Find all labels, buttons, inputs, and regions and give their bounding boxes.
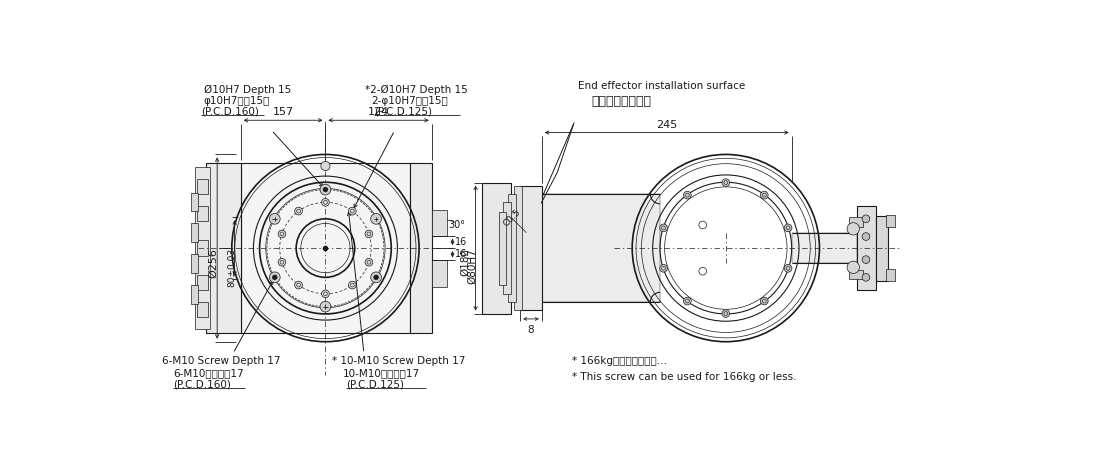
Text: 终端生效器安装面: 终端生效器安装面 xyxy=(592,95,652,108)
Text: C0.5: C0.5 xyxy=(502,207,523,228)
Text: 6-M10 Screw Depth 17: 6-M10 Screw Depth 17 xyxy=(162,356,280,366)
Text: 124: 124 xyxy=(368,107,389,117)
Circle shape xyxy=(349,207,356,215)
Circle shape xyxy=(278,230,286,238)
Text: 30°: 30° xyxy=(449,220,465,230)
Circle shape xyxy=(295,281,302,289)
Circle shape xyxy=(660,224,667,232)
Circle shape xyxy=(863,256,870,264)
Text: Ø256: Ø256 xyxy=(208,248,218,278)
Circle shape xyxy=(322,290,330,298)
Text: 8: 8 xyxy=(527,325,534,335)
Bar xyxy=(196,206,208,221)
Text: * This screw can be used for 166kg or less.: * This screw can be used for 166kg or le… xyxy=(571,372,796,382)
Circle shape xyxy=(272,275,277,279)
Bar xyxy=(886,269,896,281)
Bar xyxy=(196,179,208,194)
Bar xyxy=(196,275,208,290)
Text: 16: 16 xyxy=(454,237,467,247)
Circle shape xyxy=(847,261,859,274)
Circle shape xyxy=(863,274,870,281)
Circle shape xyxy=(760,297,768,305)
Circle shape xyxy=(371,272,382,283)
Circle shape xyxy=(320,301,331,312)
Text: 80±0.03: 80±0.03 xyxy=(227,248,237,287)
Text: Ø10H7 Depth 15: Ø10H7 Depth 15 xyxy=(204,84,291,95)
Circle shape xyxy=(365,258,373,266)
Text: 245: 245 xyxy=(656,119,677,129)
Circle shape xyxy=(863,215,870,223)
Polygon shape xyxy=(431,260,447,287)
Bar xyxy=(196,302,208,317)
Circle shape xyxy=(323,187,328,192)
Text: 2-φ10H7（深15）: 2-φ10H7（深15） xyxy=(372,96,449,106)
Bar xyxy=(191,223,199,242)
Text: *2-Ø10H7 Depth 15: *2-Ø10H7 Depth 15 xyxy=(365,84,468,95)
Bar xyxy=(503,202,511,294)
Text: Ø180: Ø180 xyxy=(460,248,470,276)
Bar xyxy=(499,211,506,285)
Circle shape xyxy=(320,184,331,195)
Text: (P.C.D.160): (P.C.D.160) xyxy=(173,379,231,389)
Bar xyxy=(191,254,199,273)
Circle shape xyxy=(269,272,280,283)
Circle shape xyxy=(278,258,286,266)
Text: φ10H7（深15）: φ10H7（深15） xyxy=(204,96,270,106)
Circle shape xyxy=(660,265,667,272)
Bar xyxy=(191,193,199,211)
Bar xyxy=(792,233,857,264)
Bar xyxy=(482,183,511,314)
Circle shape xyxy=(684,191,692,199)
Circle shape xyxy=(684,297,692,305)
Text: (P.C.D.125): (P.C.D.125) xyxy=(374,106,432,116)
Text: Ø80H7: Ø80H7 xyxy=(468,248,478,284)
Polygon shape xyxy=(431,209,447,236)
Bar xyxy=(886,215,896,228)
Bar xyxy=(849,269,864,279)
Bar xyxy=(849,217,864,227)
Bar xyxy=(240,163,410,333)
Circle shape xyxy=(784,265,792,272)
Circle shape xyxy=(371,213,382,224)
Bar xyxy=(542,194,660,302)
Bar xyxy=(507,194,515,302)
Text: 157: 157 xyxy=(272,107,293,117)
Text: 10-M10螺紋進深17: 10-M10螺紋進深17 xyxy=(342,368,419,378)
Text: * 10-M10 Screw Depth 17: * 10-M10 Screw Depth 17 xyxy=(332,356,465,366)
Bar xyxy=(194,167,210,329)
Text: End effector installation surface: End effector installation surface xyxy=(578,81,746,91)
Circle shape xyxy=(863,233,870,240)
Bar xyxy=(196,240,208,256)
Bar xyxy=(206,163,240,333)
Circle shape xyxy=(847,223,859,235)
Circle shape xyxy=(321,161,330,170)
Circle shape xyxy=(365,230,373,238)
Circle shape xyxy=(349,281,356,289)
Circle shape xyxy=(722,310,730,317)
Text: 6-M10螺紋進深17: 6-M10螺紋進深17 xyxy=(173,368,244,378)
Bar xyxy=(514,187,522,310)
Circle shape xyxy=(722,179,730,187)
Circle shape xyxy=(784,224,792,232)
Circle shape xyxy=(295,207,302,215)
Circle shape xyxy=(269,213,280,224)
Circle shape xyxy=(374,275,378,279)
Text: (P.C.D.160): (P.C.D.160) xyxy=(201,106,258,116)
Text: (P.C.D.125): (P.C.D.125) xyxy=(346,379,404,389)
Circle shape xyxy=(760,191,768,199)
Bar xyxy=(521,187,542,310)
Bar xyxy=(876,216,888,281)
Text: 16: 16 xyxy=(454,249,467,259)
Bar xyxy=(410,163,431,333)
Circle shape xyxy=(322,198,330,206)
Text: * 166kg以下时可以使用…: * 166kg以下时可以使用… xyxy=(571,356,667,366)
Bar xyxy=(857,206,876,290)
Bar xyxy=(191,285,199,304)
